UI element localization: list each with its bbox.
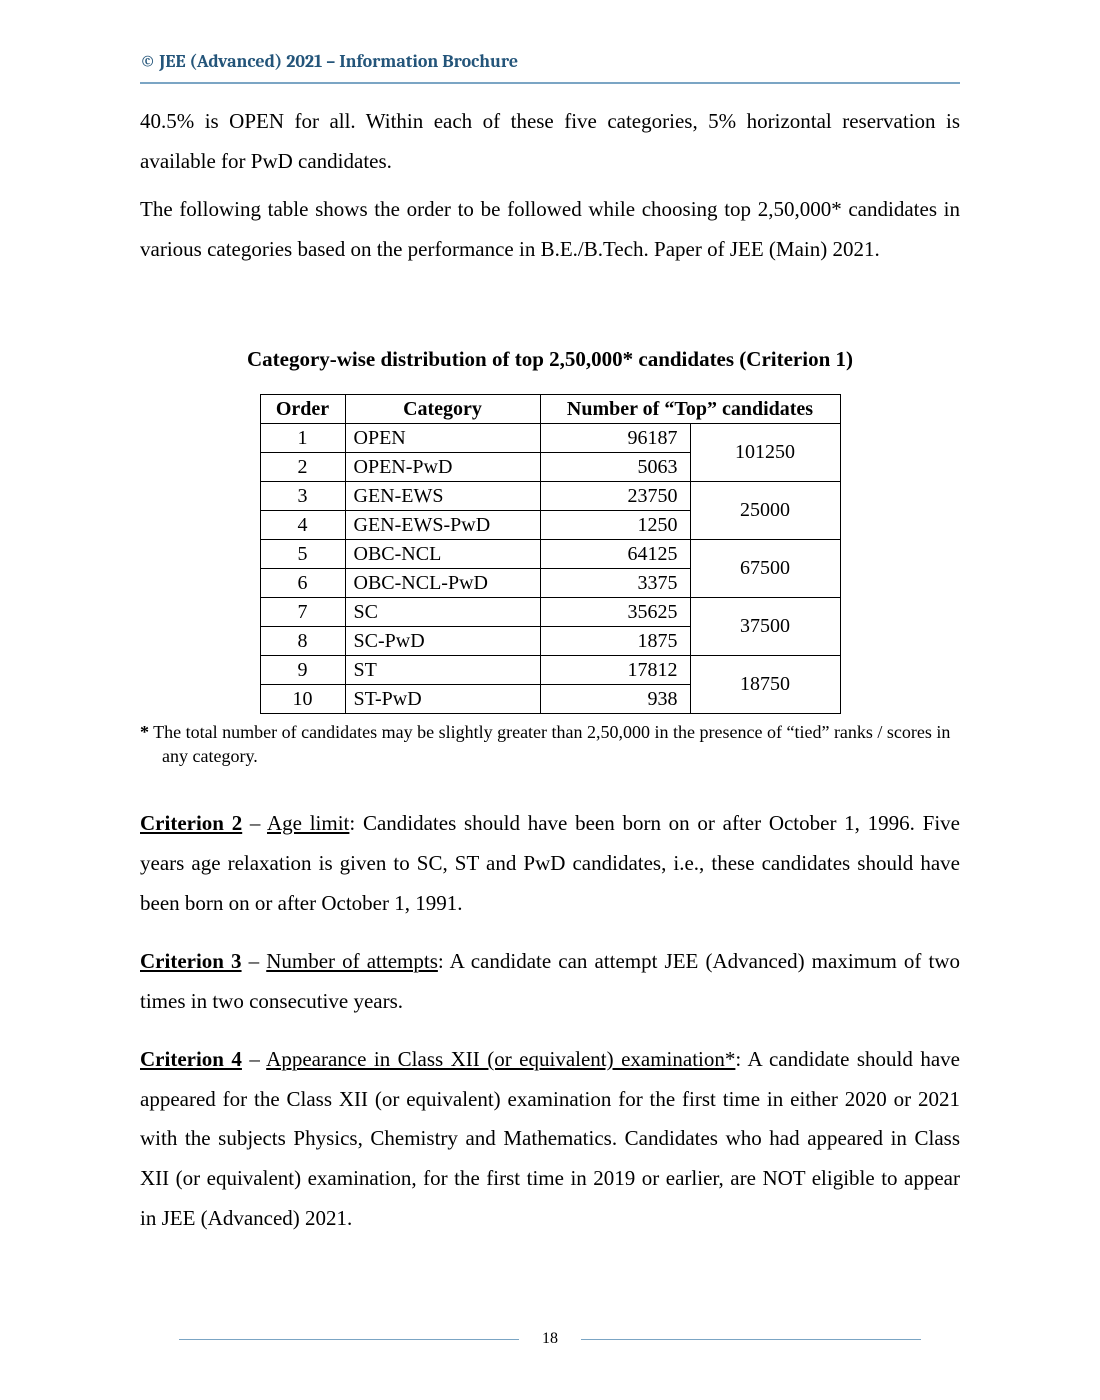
footer-rule-left <box>179 1339 519 1340</box>
cell-number: 1875 <box>540 626 690 655</box>
cell-order: 9 <box>260 655 345 684</box>
cell-total: 67500 <box>690 539 840 597</box>
cell-order: 2 <box>260 452 345 481</box>
criterion-2: Criterion 2 – Age limit: Candidates shou… <box>140 804 960 924</box>
table-row: 5OBC-NCL6412567500 <box>260 539 840 568</box>
table-footnote: * The total number of candidates may be … <box>140 720 960 769</box>
cell-order: 1 <box>260 423 345 452</box>
table-row: 1OPEN96187101250 <box>260 423 840 452</box>
th-order: Order <box>260 394 345 423</box>
cell-order: 3 <box>260 481 345 510</box>
page-footer: 18 <box>140 1318 960 1358</box>
criterion-2-sub: Age limit <box>267 811 349 835</box>
th-number: Number of “Top” candidates <box>540 394 840 423</box>
cell-category: SC-PwD <box>345 626 540 655</box>
cell-order: 10 <box>260 684 345 713</box>
cell-number: 5063 <box>540 452 690 481</box>
intro-paragraph-1: 40.5% is OPEN for all. Within each of th… <box>140 102 960 182</box>
cell-order: 5 <box>260 539 345 568</box>
cell-number: 938 <box>540 684 690 713</box>
cell-number: 3375 <box>540 568 690 597</box>
criterion-4-sub: Appearance in Class XII (or equivalent) … <box>266 1047 735 1071</box>
cell-total: 37500 <box>690 597 840 655</box>
criterion-3: Criterion 3 – Number of attempts: A cand… <box>140 942 960 1022</box>
cell-category: ST <box>345 655 540 684</box>
criterion-4-body: : A candidate should have appeared for t… <box>140 1047 960 1231</box>
cell-category: OPEN <box>345 423 540 452</box>
cell-number: 1250 <box>540 510 690 539</box>
cell-order: 8 <box>260 626 345 655</box>
criterion-3-body: : A candidate can attempt JEE (Advanced)… <box>140 949 960 1013</box>
cell-order: 7 <box>260 597 345 626</box>
distribution-table: Order Category Number of “Top” candidate… <box>260 394 841 714</box>
cell-order: 6 <box>260 568 345 597</box>
cell-number: 35625 <box>540 597 690 626</box>
criterion-2-lead: Criterion 2 <box>140 811 242 835</box>
criterion-4-lead: Criterion 4 <box>140 1047 242 1071</box>
cell-total: 25000 <box>690 481 840 539</box>
cell-category: OBC-NCL-PwD <box>345 568 540 597</box>
criterion-4: Criterion 4 – Appearance in Class XII (o… <box>140 1040 960 1239</box>
cell-category: ST-PwD <box>345 684 540 713</box>
cell-number: 64125 <box>540 539 690 568</box>
th-category: Category <box>345 394 540 423</box>
table-title: Category-wise distribution of top 2,50,0… <box>140 340 960 380</box>
criterion-2-body: : Candidates should have been born on or… <box>140 811 960 915</box>
criterion-3-sub: Number of attempts <box>266 949 438 973</box>
cell-number: 23750 <box>540 481 690 510</box>
table-row: 7SC3562537500 <box>260 597 840 626</box>
footnote-star: * <box>140 722 149 742</box>
cell-category: OPEN-PwD <box>345 452 540 481</box>
footer-rule-right <box>581 1339 921 1340</box>
cell-order: 4 <box>260 510 345 539</box>
cell-category: GEN-EWS-PwD <box>345 510 540 539</box>
cell-category: SC <box>345 597 540 626</box>
criterion-3-lead: Criterion 3 <box>140 949 242 973</box>
cell-number: 17812 <box>540 655 690 684</box>
footnote-text: The total number of candidates may be sl… <box>149 722 950 766</box>
cell-category: GEN-EWS <box>345 481 540 510</box>
table-row: 9ST1781218750 <box>260 655 840 684</box>
table-row: 3GEN-EWS2375025000 <box>260 481 840 510</box>
page-header: © JEE (Advanced) 2021 – Information Broc… <box>140 45 960 84</box>
intro-paragraph-2: The following table shows the order to b… <box>140 190 960 270</box>
cell-category: OBC-NCL <box>345 539 540 568</box>
cell-number: 96187 <box>540 423 690 452</box>
cell-total: 101250 <box>690 423 840 481</box>
cell-total: 18750 <box>690 655 840 713</box>
page-number: 18 <box>524 1324 576 1354</box>
